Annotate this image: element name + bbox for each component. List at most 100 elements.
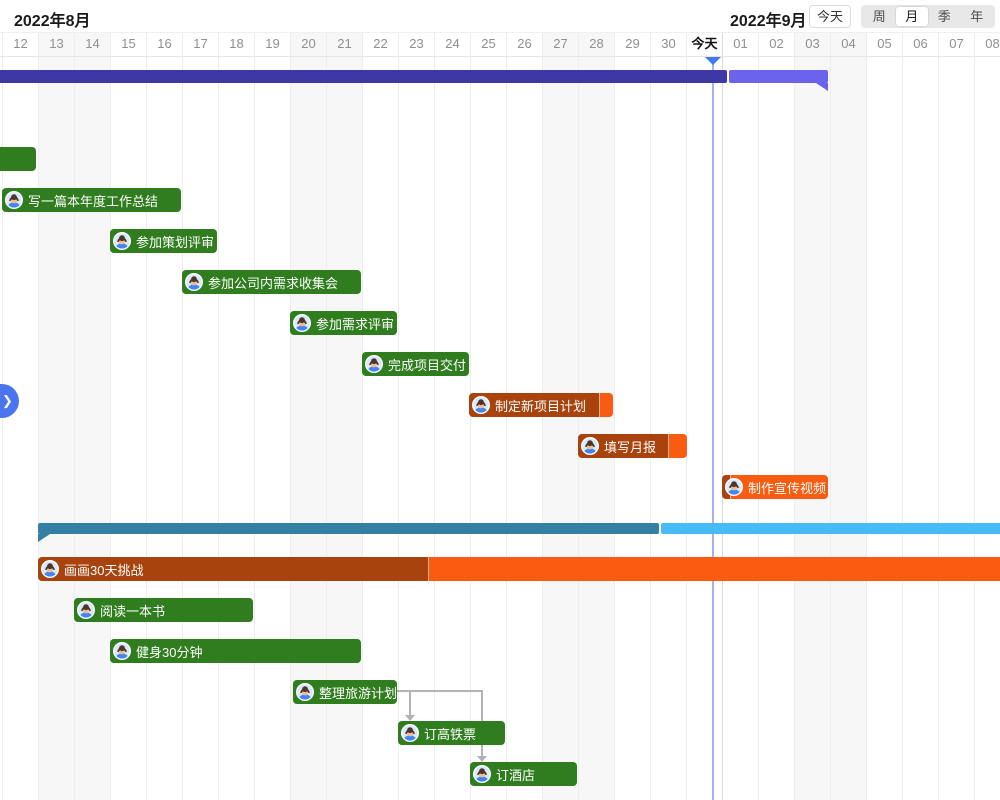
task-label: 阅读一本书 <box>100 603 166 619</box>
day-label: 17 <box>193 36 208 51</box>
task-label: 完成项目交付 <box>388 357 467 373</box>
summary-segment <box>38 523 659 534</box>
day-column-03: 03 <box>794 32 830 800</box>
day-label: 20 <box>301 36 316 51</box>
day-column-17: 17 <box>182 32 218 800</box>
month-title-september: 2022年9月 <box>730 13 807 30</box>
task-label: 参加公司内需求收集会 <box>208 275 339 291</box>
day-column-14: 14 <box>74 32 110 800</box>
day-label: 26 <box>517 36 532 51</box>
task-content: 订酒店 <box>470 762 577 786</box>
task-bar[interactable]: 健身30分钟 <box>110 639 361 663</box>
arrowhead-down-icon <box>477 756 487 762</box>
month-title-august: 2022年8月 <box>14 13 91 30</box>
day-column-22: 22 <box>362 32 398 800</box>
task-bar[interactable]: 参加需求评审 <box>290 311 397 335</box>
task-bar[interactable]: 制作宣传视频 <box>722 475 828 499</box>
today-button[interactable]: 今天 <box>809 5 851 28</box>
task-label: 参加需求评审 <box>316 316 395 332</box>
avatar-icon <box>185 273 203 291</box>
day-label: 今天 <box>691 36 718 51</box>
day-label: 29 <box>625 36 640 51</box>
day-label: 27 <box>553 36 568 51</box>
avatar-icon <box>581 437 599 455</box>
task-bar[interactable] <box>0 147 36 171</box>
day-label: 21 <box>337 36 352 51</box>
day-label: 08 <box>985 36 1000 51</box>
month-divider <box>722 0 723 800</box>
day-label: 15 <box>121 36 136 51</box>
avatar-icon <box>725 478 743 496</box>
summary-tail-icon <box>38 534 50 542</box>
task-bar[interactable]: 参加公司内需求收集会 <box>182 270 361 294</box>
task-bar[interactable]: 整理旅游计划 <box>293 680 397 704</box>
arrowhead-down-icon <box>405 715 415 721</box>
day-column-04: 04 <box>830 32 866 800</box>
today-line <box>712 57 714 800</box>
day-label: 28 <box>589 36 604 51</box>
day-label: 13 <box>49 36 64 51</box>
day-column-30: 30 <box>650 32 686 800</box>
task-content: 参加需求评审 <box>290 311 397 335</box>
day-column-19: 19 <box>254 32 290 800</box>
task-bar[interactable]: 画画30天挑战 <box>38 557 1000 581</box>
task-bar[interactable]: 完成项目交付 <box>362 352 469 376</box>
task-bar[interactable]: 订高铁票 <box>398 721 505 745</box>
summary-bar-teal[interactable] <box>0 523 1000 534</box>
day-column-29: 29 <box>614 32 650 800</box>
day-column-13: 13 <box>38 32 74 800</box>
task-content: 写一篇本年度工作总结 <box>2 188 181 212</box>
avatar-icon <box>473 765 491 783</box>
date-row-border <box>0 56 1000 57</box>
day-column-21: 21 <box>326 32 362 800</box>
task-content: 填写月报 <box>578 434 687 458</box>
view-mode-周[interactable]: 周 <box>872 9 886 24</box>
view-mode-年[interactable]: 年 <box>970 9 984 24</box>
summary-bar-purple[interactable] <box>0 70 1000 83</box>
view-mode-季[interactable]: 季 <box>937 9 951 24</box>
task-bar[interactable]: 填写月报 <box>578 434 687 458</box>
task-content: 整理旅游计划 <box>293 680 397 704</box>
task-content: 订高铁票 <box>398 721 505 745</box>
task-progress-rest <box>599 393 613 417</box>
day-label: 19 <box>265 36 280 51</box>
day-label: 25 <box>481 36 496 51</box>
day-column-08: 08 <box>974 32 1000 800</box>
titlebar: 2022年8月 2022年9月 今天 周月季 年 <box>0 0 1000 33</box>
day-label: 04 <box>841 36 856 51</box>
summary-segment <box>729 70 828 83</box>
day-column-07: 07 <box>938 32 974 800</box>
task-content <box>0 147 36 171</box>
avatar-icon <box>5 191 23 209</box>
day-column-16: 16 <box>146 32 182 800</box>
expand-panel-button[interactable]: ❯ <box>0 384 19 418</box>
day-label: 12 <box>13 36 28 51</box>
avatar-icon <box>113 232 131 250</box>
day-column-20: 20 <box>290 32 326 800</box>
task-content: 健身30分钟 <box>110 639 361 663</box>
day-label: 24 <box>445 36 460 51</box>
task-content: 画画30天挑战 <box>38 557 1000 581</box>
avatar-icon <box>401 724 419 742</box>
avatar-icon <box>296 683 314 701</box>
avatar-icon <box>365 355 383 373</box>
avatar-icon <box>293 314 311 332</box>
task-bar[interactable]: 参加策划评审 <box>110 229 217 253</box>
avatar-icon <box>41 560 59 578</box>
task-bar[interactable]: 订酒店 <box>470 762 577 786</box>
day-column-24: 24 <box>434 32 470 800</box>
task-label: 整理旅游计划 <box>319 685 397 701</box>
task-content: 阅读一本书 <box>74 598 253 622</box>
task-content: 制作宣传视频 <box>722 475 828 499</box>
day-label: 30 <box>661 36 676 51</box>
task-progress-rest <box>428 557 1000 581</box>
view-mode-switch: 周月季 年 <box>861 5 995 28</box>
day-column-06: 06 <box>902 32 938 800</box>
task-bar[interactable]: 制定新项目计划 <box>469 393 613 417</box>
view-mode-月[interactable]: 月 <box>895 7 928 26</box>
day-label: 14 <box>85 36 100 51</box>
avatar-icon <box>472 396 490 414</box>
task-bar[interactable]: 写一篇本年度工作总结 <box>2 188 181 212</box>
task-bar[interactable]: 阅读一本书 <box>74 598 253 622</box>
